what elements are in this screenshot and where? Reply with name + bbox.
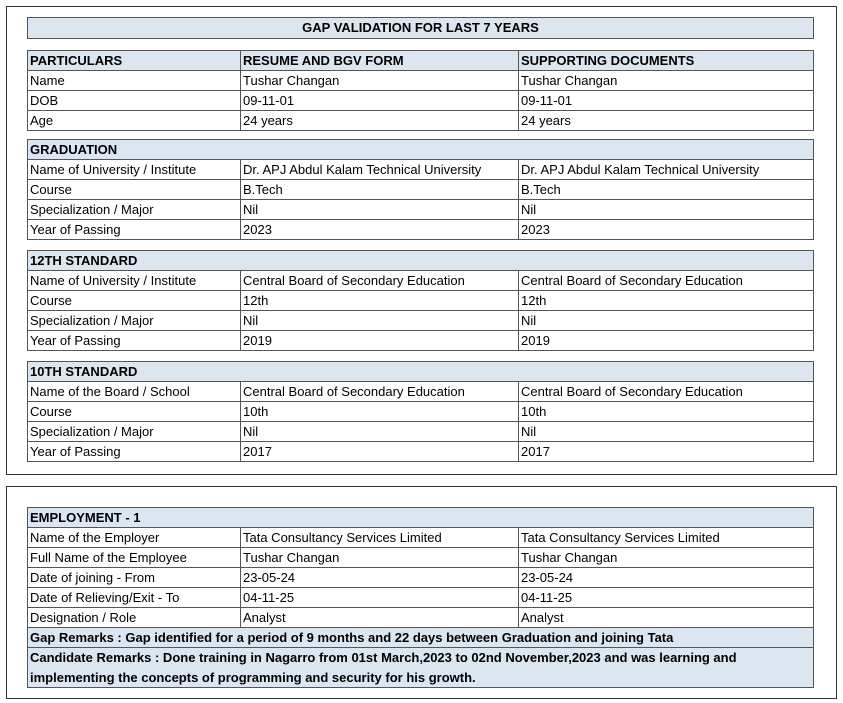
table-cell: 12th: [518, 290, 814, 311]
table-cell: Nil: [518, 421, 814, 442]
table-cell: 12th: [240, 290, 519, 311]
table-cell: Tushar Changan: [240, 547, 519, 568]
title: GAP VALIDATION FOR LAST 7 YEARS: [27, 17, 814, 39]
table-cell: Name of University / Institute: [27, 270, 241, 291]
table-cell: Year of Passing: [27, 330, 241, 351]
table-cell: Specialization / Major: [27, 199, 241, 220]
table-cell: 2023: [240, 219, 519, 240]
table-cell: Nil: [240, 199, 519, 220]
table-cell: 23-05-24: [518, 567, 814, 588]
table-cell: Course: [27, 179, 241, 200]
table-cell: 24 years: [518, 110, 814, 131]
remarks: Gap Remarks : Gap identified for a perio…: [27, 627, 814, 648]
table-cell: Dr. APJ Abdul Kalam Technical University: [240, 159, 519, 180]
table-cell: Year of Passing: [27, 219, 241, 240]
table-cell: Name of the Employer: [27, 527, 241, 548]
table-cell: Name: [27, 70, 241, 91]
table-cell: 2019: [240, 330, 519, 351]
table-cell: Name of the Board / School: [27, 381, 241, 402]
table-cell: Nil: [240, 421, 519, 442]
table-cell: Specialization / Major: [27, 421, 241, 442]
table-cell: Name of University / Institute: [27, 159, 241, 180]
table-cell: Full Name of the Employee: [27, 547, 241, 568]
table-cell: 24 years: [240, 110, 519, 131]
section-header: 10TH STANDARD: [27, 361, 814, 382]
table-cell: 2017: [240, 441, 519, 462]
table-cell: Course: [27, 290, 241, 311]
panel: [6, 6, 837, 475]
table-cell: 10th: [518, 401, 814, 422]
table-cell: Age: [27, 110, 241, 131]
section-header: RESUME AND BGV FORM: [240, 50, 519, 71]
section-header: 12TH STANDARD: [27, 250, 814, 271]
table-cell: Central Board of Secondary Education: [518, 381, 814, 402]
table-cell: Nil: [240, 310, 519, 331]
table-cell: Tushar Changan: [518, 70, 814, 91]
table-cell: Analyst: [518, 607, 814, 628]
table-cell: Dr. APJ Abdul Kalam Technical University: [518, 159, 814, 180]
table-cell: Central Board of Secondary Education: [240, 270, 519, 291]
section-header: SUPPORTING DOCUMENTS: [518, 50, 814, 71]
table-cell: Tata Consultancy Services Limited: [518, 527, 814, 548]
table-cell: Date of Relieving/Exit - To: [27, 587, 241, 608]
table-cell: B.Tech: [518, 179, 814, 200]
table-cell: 09-11-01: [240, 90, 519, 111]
table-cell: 2017: [518, 441, 814, 462]
remarks: Candidate Remarks : Done training in Nag…: [27, 647, 814, 688]
table-cell: Nil: [518, 310, 814, 331]
table-cell: 2019: [518, 330, 814, 351]
table-cell: Designation / Role: [27, 607, 241, 628]
table-cell: 10th: [240, 401, 519, 422]
table-cell: 23-05-24: [240, 567, 519, 588]
table-cell: Tata Consultancy Services Limited: [240, 527, 519, 548]
table-cell: Date of joining - From: [27, 567, 241, 588]
table-cell: Course: [27, 401, 241, 422]
table-cell: Central Board of Secondary Education: [240, 381, 519, 402]
table-cell: Year of Passing: [27, 441, 241, 462]
table-cell: 09-11-01: [518, 90, 814, 111]
table-cell: 04-11-25: [518, 587, 814, 608]
table-cell: 2023: [518, 219, 814, 240]
section-header: PARTICULARS: [27, 50, 241, 71]
table-cell: Analyst: [240, 607, 519, 628]
table-cell: Central Board of Secondary Education: [518, 270, 814, 291]
table-cell: 04-11-25: [240, 587, 519, 608]
table-cell: Specialization / Major: [27, 310, 241, 331]
table-cell: Tushar Changan: [518, 547, 814, 568]
section-header: GRADUATION: [27, 139, 814, 160]
table-cell: Nil: [518, 199, 814, 220]
panel: [6, 486, 837, 699]
table-cell: Tushar Changan: [240, 70, 519, 91]
table-cell: DOB: [27, 90, 241, 111]
section-header: EMPLOYMENT - 1: [27, 507, 814, 528]
table-cell: B.Tech: [240, 179, 519, 200]
